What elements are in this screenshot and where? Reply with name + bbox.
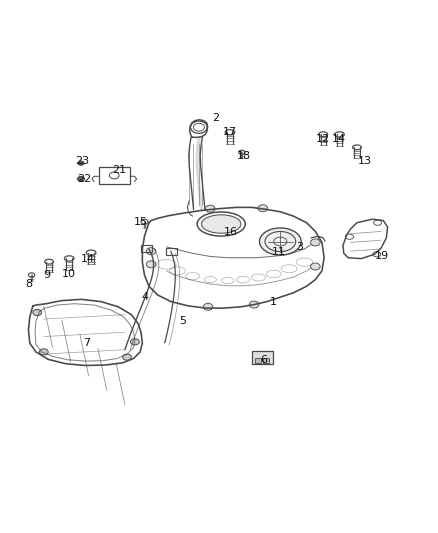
Ellipse shape (78, 176, 85, 181)
Text: 16: 16 (224, 228, 238, 237)
Ellipse shape (311, 263, 320, 270)
Bar (99, 167, 130, 184)
Text: 6: 6 (261, 355, 268, 365)
Ellipse shape (33, 310, 42, 316)
Text: 11: 11 (272, 247, 286, 257)
Ellipse shape (203, 303, 213, 310)
Bar (141, 246, 152, 253)
Text: 10: 10 (62, 269, 76, 279)
Ellipse shape (78, 161, 84, 165)
Ellipse shape (249, 301, 259, 308)
Ellipse shape (146, 248, 156, 255)
Text: 1: 1 (270, 297, 277, 308)
Text: 14: 14 (332, 134, 346, 143)
Text: 17: 17 (223, 127, 237, 136)
Text: 15: 15 (134, 217, 148, 227)
Text: 21: 21 (112, 165, 126, 175)
Text: 7: 7 (83, 338, 90, 348)
Text: 8: 8 (25, 279, 32, 289)
Bar (255, 358, 261, 363)
Text: 2: 2 (212, 112, 219, 123)
Ellipse shape (146, 261, 156, 268)
Text: 13: 13 (358, 156, 372, 166)
Bar (252, 351, 273, 364)
Text: 22: 22 (77, 174, 91, 184)
Text: 14: 14 (81, 254, 95, 264)
Bar (263, 358, 269, 363)
Ellipse shape (258, 205, 268, 212)
Text: 3: 3 (297, 242, 304, 252)
Ellipse shape (205, 205, 215, 212)
Ellipse shape (123, 354, 131, 360)
Ellipse shape (201, 215, 241, 233)
Bar (166, 248, 177, 255)
Text: 4: 4 (141, 292, 148, 302)
Ellipse shape (131, 339, 139, 345)
Text: 19: 19 (375, 251, 389, 261)
Ellipse shape (311, 239, 320, 246)
Text: 12: 12 (316, 134, 330, 143)
Ellipse shape (39, 349, 48, 355)
Text: 9: 9 (44, 270, 51, 280)
Text: 5: 5 (180, 316, 187, 326)
Text: 18: 18 (237, 151, 251, 161)
Text: 23: 23 (75, 156, 89, 166)
Ellipse shape (259, 228, 301, 255)
